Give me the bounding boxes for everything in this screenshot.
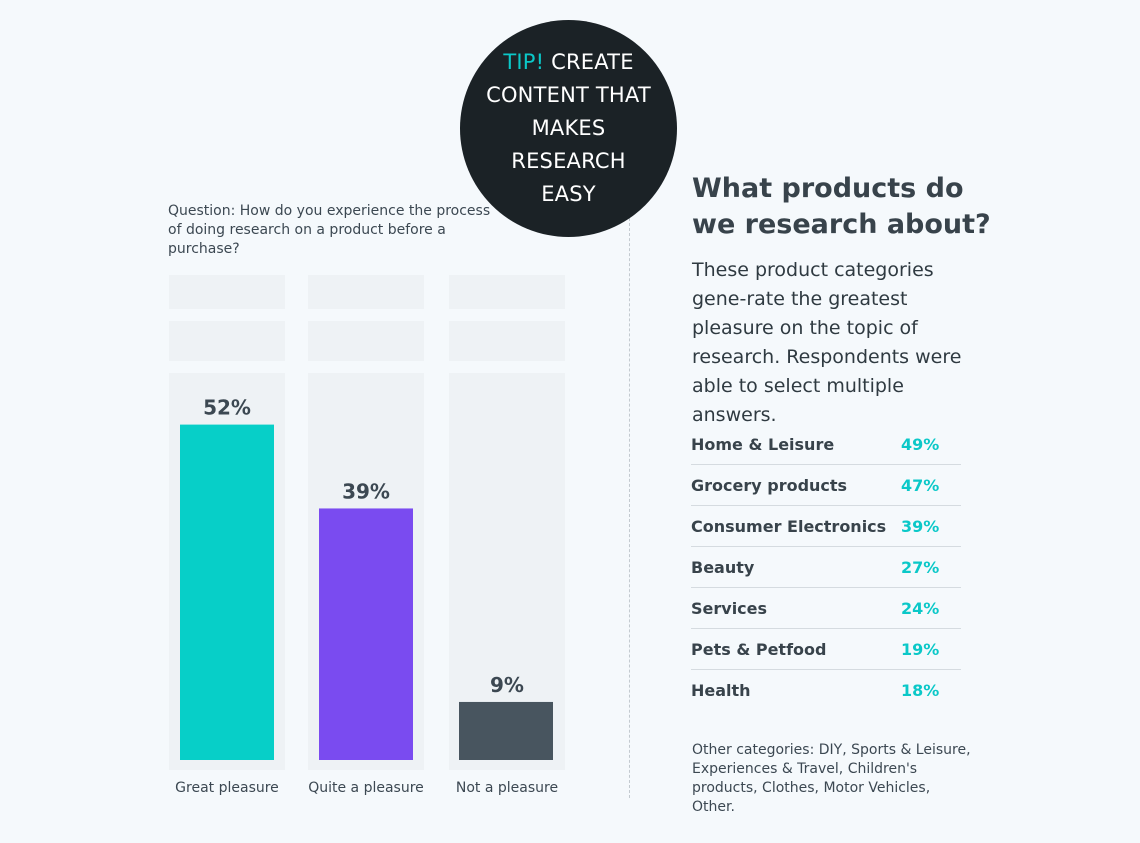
bar-category-label: Not a pleasure [456, 780, 558, 796]
category-name: Beauty [691, 557, 755, 577]
category-value: 47% [901, 475, 940, 495]
bar [459, 701, 553, 760]
bar-category-label: Quite a pleasure [308, 780, 424, 796]
category-row: Health 18% [691, 670, 961, 710]
column-header-block [308, 275, 424, 309]
tip-text: CREATE CONTENT THAT MAKES RESEARCH EASY [486, 50, 651, 206]
bar-value-label: 52% [203, 396, 251, 420]
section-divider [629, 218, 630, 798]
category-name: Health [691, 680, 751, 700]
bar-value-label: 39% [342, 479, 390, 503]
tip-badge: TIP! CREATE CONTENT THAT MAKES RESEARCH … [460, 20, 677, 237]
category-value: 24% [901, 598, 940, 618]
section-description: These product categories gene-rate the g… [692, 259, 962, 426]
tip-accent-label: TIP! [503, 50, 545, 74]
tip-text-block: TIP! CREATE CONTENT THAT MAKES RESEARCH … [481, 46, 656, 211]
category-row: Consumer Electronics 39% [691, 506, 961, 547]
bar [180, 424, 274, 760]
other-categories-note: Other categories: DIY, Sports & Leisure,… [692, 742, 971, 815]
column-header-block [169, 275, 285, 309]
bar-chart: 52% Great pleasure 39% Quite a pleasure 9% No… [169, 275, 565, 796]
category-name: Services [691, 598, 768, 618]
category-row: Services 24% [691, 588, 961, 629]
category-name: Grocery products [691, 475, 848, 495]
category-row: Home & Leisure 49% [691, 424, 961, 465]
column-header-block [308, 321, 424, 361]
category-name: Pets & Petfood [691, 639, 827, 659]
category-value: 49% [901, 434, 940, 454]
category-name: Consumer Electronics [691, 516, 887, 536]
bar-category-label: Great pleasure [175, 780, 279, 796]
category-value: 18% [901, 680, 940, 700]
column-header-block [449, 275, 565, 309]
column-header-block [169, 321, 285, 361]
category-row: Grocery products 47% [691, 465, 961, 506]
category-value: 39% [901, 516, 940, 536]
category-row: Pets & Petfood 19% [691, 629, 961, 670]
category-value: 27% [901, 557, 940, 577]
category-value: 19% [901, 639, 940, 659]
category-row: Beauty 27% [691, 547, 961, 588]
section-heading: What products do we research about? [692, 173, 991, 240]
category-table: Home & Leisure 49% Grocery products 47% Cons… [691, 424, 961, 710]
bar-value-label: 9% [490, 673, 524, 697]
bar [319, 508, 413, 760]
category-name: Home & Leisure [691, 434, 835, 454]
survey-question: Question: How do you experience the proc… [168, 203, 491, 257]
column-header-block [449, 321, 565, 361]
